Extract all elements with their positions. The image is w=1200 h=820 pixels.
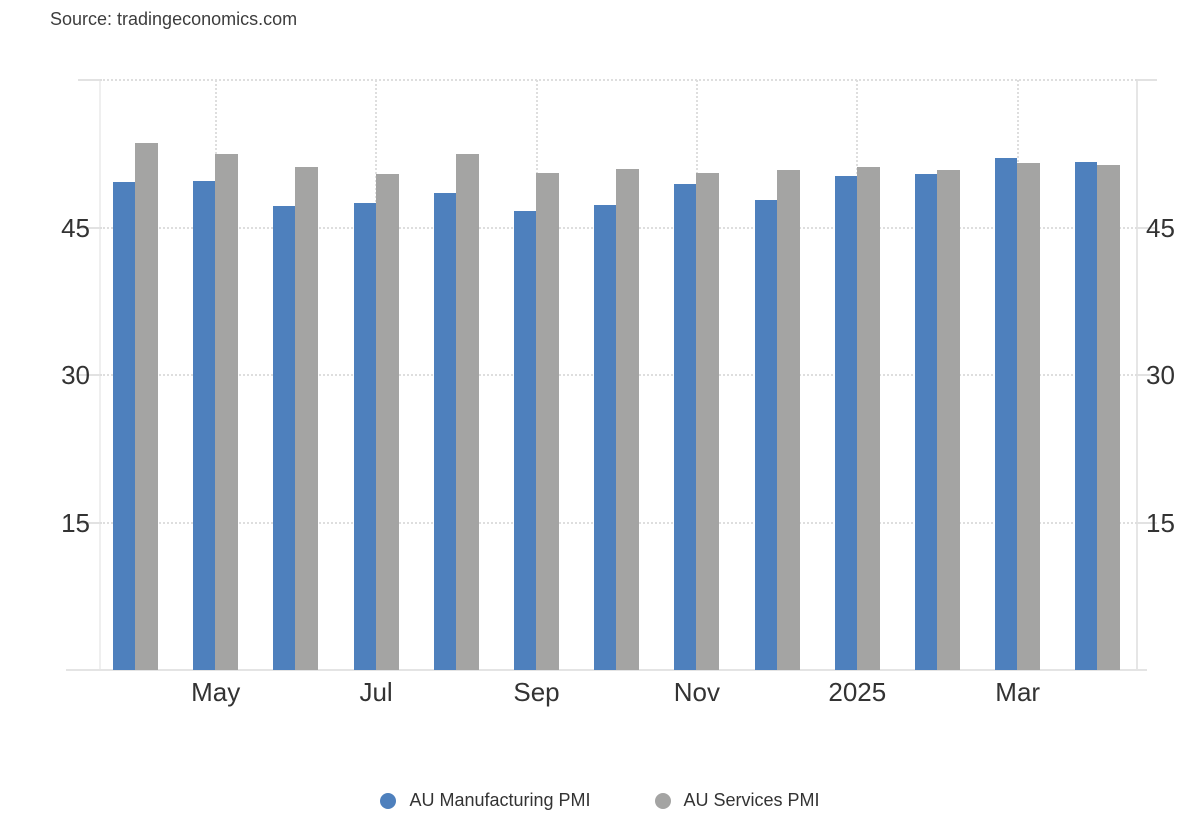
bar-services[interactable]	[536, 173, 559, 670]
bar-services[interactable]	[696, 173, 720, 670]
bar-manufacturing[interactable]	[594, 204, 617, 670]
x-tick-label: 2025	[828, 677, 887, 707]
manufacturing-series-swatch	[380, 792, 397, 809]
bar-services[interactable]	[1097, 164, 1121, 670]
legend-label-services: AU Services PMI	[683, 790, 820, 810]
h-gridline	[100, 79, 1137, 81]
bar-services[interactable]	[215, 153, 239, 670]
bar-manufacturing[interactable]	[113, 182, 135, 670]
bar-manufacturing[interactable]	[674, 184, 697, 670]
y-axis-tick-left	[78, 374, 100, 376]
y-axis-tick-left	[78, 521, 100, 524]
bar-services[interactable]	[937, 170, 960, 670]
legend-item-services[interactable]: AU Services PMI	[654, 790, 820, 811]
bar-manufacturing[interactable]	[1075, 161, 1098, 670]
bar-services[interactable]	[135, 142, 158, 670]
x-tick-label: Mar	[995, 677, 1041, 707]
bar-manufacturing[interactable]	[754, 199, 777, 670]
bar-manufacturing[interactable]	[353, 202, 376, 670]
chart-legend: AU Manufacturing PMI AU Services PMI	[0, 790, 1200, 811]
bar-services[interactable]	[455, 153, 479, 670]
y-axis-tick-right	[1137, 521, 1157, 524]
bar-services[interactable]	[1017, 162, 1041, 670]
bar-services[interactable]	[616, 168, 640, 670]
y-tick-label-right: 15	[1146, 507, 1175, 538]
bar-manufacturing[interactable]	[273, 205, 296, 670]
bar-manufacturing[interactable]	[514, 210, 536, 670]
x-tick-label: Nov	[673, 677, 721, 707]
y-axis-tick-right	[1137, 79, 1157, 81]
y-axis-tick-right	[1137, 226, 1157, 229]
bar-manufacturing[interactable]	[834, 176, 857, 670]
services-series-swatch	[654, 792, 671, 809]
source-label: Source: tradingeconomics.com	[50, 9, 298, 29]
legend-label-manufacturing: AU Manufacturing PMI	[409, 790, 591, 810]
bar-manufacturing[interactable]	[915, 174, 937, 670]
bar-manufacturing[interactable]	[433, 193, 456, 670]
y-tick-label-left: 15	[61, 507, 90, 538]
legend-item-manufacturing[interactable]: AU Manufacturing PMI	[380, 790, 591, 811]
x-tick-label: Sep	[513, 677, 560, 707]
bar-services[interactable]	[776, 170, 800, 670]
bar-services[interactable]	[375, 174, 399, 670]
bar-manufacturing[interactable]	[193, 181, 216, 670]
x-tick-label: Jul	[359, 677, 393, 707]
y-tick-label-left: 45	[61, 212, 90, 243]
y-tick-label-right: 45	[1146, 212, 1175, 243]
y-tick-label-right: 30	[1146, 360, 1175, 390]
y-axis-tick-left	[78, 79, 100, 81]
bar-services[interactable]	[295, 166, 319, 670]
x-tick-label: May	[191, 677, 241, 707]
y-axis-tick-right	[1137, 374, 1157, 376]
x-axis-line	[66, 669, 1147, 671]
bar-services[interactable]	[856, 166, 880, 670]
bar-manufacturing[interactable]	[995, 157, 1018, 670]
y-tick-label-left: 30	[61, 360, 90, 390]
y-axis-tick-left	[78, 226, 100, 229]
